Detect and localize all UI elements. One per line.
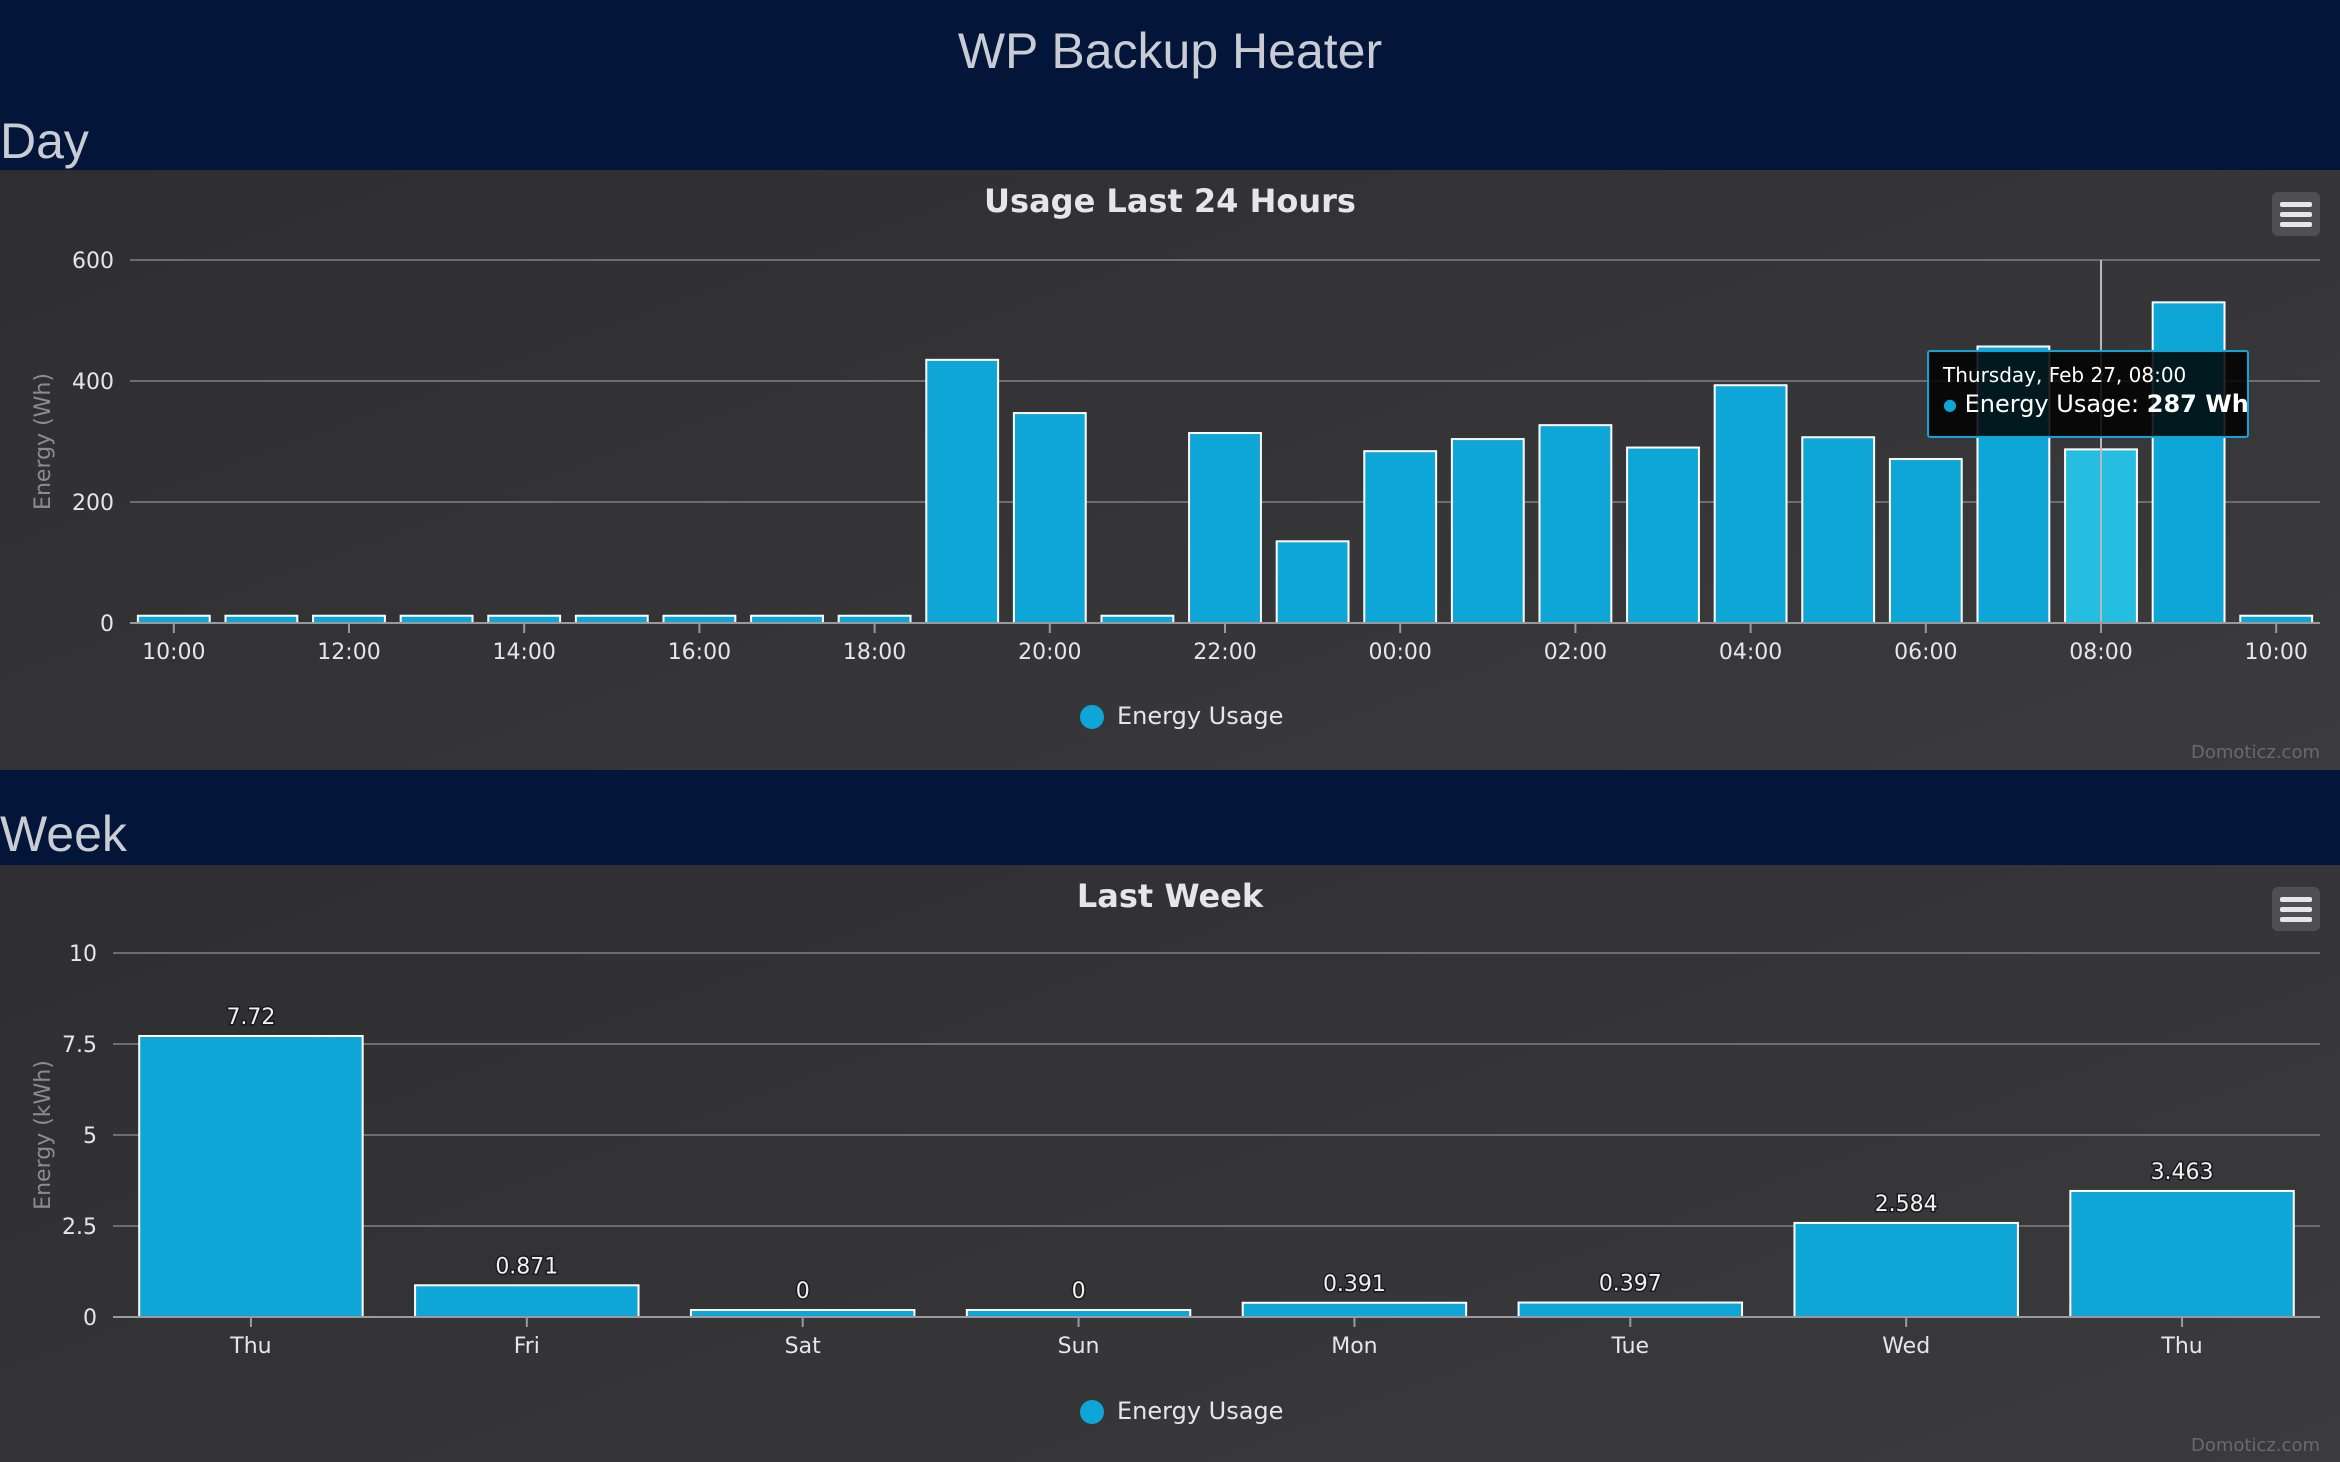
- x-tick-label: Wed: [1882, 1334, 1930, 1359]
- y-tick-label: 200: [72, 491, 114, 516]
- x-tick-label: Mon: [1331, 1334, 1377, 1359]
- legend-dot-icon[interactable]: [1080, 1400, 1104, 1424]
- bar-22:00[interactable]: [1188, 432, 1262, 624]
- bar-18:00[interactable]: [837, 614, 912, 624]
- bar-Thu[interactable]: [2069, 1189, 2295, 1319]
- tooltip-date: Thursday, Feb 27, 08:00: [1943, 363, 2187, 387]
- y-tick-label: 10: [69, 942, 97, 967]
- chart-title: Usage Last 24 Hours: [984, 182, 1356, 220]
- data-label: 2.584: [1875, 1192, 1938, 1217]
- x-tick-label: 20:00: [1018, 640, 1081, 665]
- x-tick-label: 06:00: [1894, 640, 1957, 665]
- bar-01:00[interactable]: [1450, 438, 1525, 624]
- y-tick-label: 400: [72, 370, 114, 395]
- section-label-week: Week: [0, 806, 127, 862]
- tooltip-value: 287 Wh: [2146, 390, 2249, 418]
- y-tick-label: 7.5: [62, 1033, 97, 1058]
- tooltip-series: Energy Usage: [1964, 390, 2132, 418]
- data-label: 0.391: [1323, 1272, 1386, 1297]
- x-tick-label: Fri: [514, 1334, 540, 1359]
- x-tick-label: 00:00: [1368, 640, 1431, 665]
- legend-item-energy-usage[interactable]: Energy Usage: [1117, 1397, 1283, 1425]
- bar-12:00[interactable]: [312, 614, 386, 624]
- x-tick-label: Sun: [1058, 1334, 1100, 1359]
- x-tick-label: 02:00: [1544, 640, 1607, 665]
- x-tick-label: 10:00: [2244, 640, 2307, 665]
- x-tick-label: Thu: [229, 1334, 271, 1359]
- x-tick-label: 04:00: [1719, 640, 1782, 665]
- bar-20:00[interactable]: [1012, 412, 1087, 624]
- credit-link-week[interactable]: Domoticz.com: [2191, 1435, 2320, 1456]
- legend-dot-icon[interactable]: [1080, 705, 1104, 729]
- bar-14:00[interactable]: [487, 614, 562, 624]
- x-tick-label: 12:00: [317, 640, 380, 665]
- bar-11:00[interactable]: [224, 614, 299, 624]
- y-tick-label: 0: [83, 1306, 97, 1331]
- x-tick-label: 22:00: [1193, 640, 1256, 665]
- x-tick-label: 08:00: [2069, 640, 2132, 665]
- day-chart-panel: Usage Last 24 Hours 0 200 400 600 Energy (Wh)…: [0, 170, 2340, 770]
- chart-title: Last Week: [1077, 877, 1264, 915]
- chart-tooltip: Thursday, Feb 27, 08:00 ● Energy Usage: …: [1927, 350, 2249, 438]
- bar-10:00[interactable]: [136, 614, 211, 624]
- credit-link-day[interactable]: Domoticz.com: [2191, 742, 2320, 763]
- bar-03:00[interactable]: [1626, 446, 1700, 624]
- x-tick-label: 14:00: [492, 640, 555, 665]
- bar-19:00[interactable]: [925, 358, 1000, 624]
- y-axis-label: Energy (Wh): [31, 373, 56, 510]
- hamburger-icon: [2280, 201, 2312, 207]
- bar-Tue[interactable]: [1517, 1301, 1744, 1318]
- hamburger-icon: [2280, 896, 2312, 902]
- bar-05:00[interactable]: [1801, 436, 1876, 625]
- bar-Fri[interactable]: [414, 1284, 640, 1318]
- day-usage-chart: Usage Last 24 Hours 0 200 400 600 Energy (Wh)…: [31, 182, 2320, 730]
- y-tick-label: 2.5: [62, 1215, 97, 1240]
- y-tick-label: 600: [72, 249, 114, 274]
- bar-13:00[interactable]: [399, 614, 474, 624]
- y-tick-label: 5: [83, 1124, 97, 1149]
- bar-04:00[interactable]: [1713, 384, 1788, 624]
- y-axis-label: Energy (kWh): [31, 1060, 56, 1210]
- bar-21:00[interactable]: [1100, 614, 1175, 624]
- bar-02:00[interactable]: [1538, 424, 1613, 624]
- data-label: 0.397: [1599, 1272, 1662, 1297]
- y-tick-label: 0: [100, 612, 114, 637]
- bar-16:00[interactable]: [662, 614, 737, 624]
- x-tick-label: 16:00: [668, 640, 731, 665]
- bar-23:00[interactable]: [1275, 540, 1350, 625]
- legend-item-energy-usage[interactable]: Energy Usage: [1117, 702, 1283, 730]
- day-chart-menu-button[interactable]: [2272, 192, 2320, 236]
- x-tick-label: 18:00: [843, 640, 906, 665]
- bar-00:00[interactable]: [1363, 450, 1438, 624]
- data-label: 3.463: [2151, 1160, 2214, 1185]
- bar-10:00[interactable]: [2239, 614, 2314, 624]
- bar-06:00[interactable]: [1888, 458, 1963, 625]
- week-chart-panel: Last Week 0 2.5 5 7.5 10 Energy (kWh) 7.72 0.871…: [0, 865, 2340, 1462]
- data-label: 0: [796, 1279, 810, 1304]
- bar-Sun[interactable]: [965, 1309, 1192, 1318]
- section-label-day: Day: [0, 113, 89, 169]
- data-label: 0.871: [495, 1254, 558, 1279]
- bar-17:00[interactable]: [750, 614, 824, 624]
- week-chart-menu-button[interactable]: [2272, 887, 2320, 931]
- bar-Thu[interactable]: [138, 1034, 364, 1318]
- data-label: 7.72: [226, 1005, 275, 1030]
- page-title: WP Backup Heater: [957, 23, 1383, 79]
- x-tick-label: Sat: [785, 1334, 821, 1359]
- data-label: 0: [1072, 1279, 1086, 1304]
- bar-Wed[interactable]: [1793, 1221, 2019, 1319]
- x-tick-label: Thu: [2160, 1334, 2202, 1359]
- x-tick-label: Tue: [1611, 1334, 1650, 1359]
- x-tick-label: 10:00: [142, 640, 205, 665]
- series-dot-icon: ●: [1943, 395, 1957, 414]
- week-usage-chart: Last Week 0 2.5 5 7.5 10 Energy (kWh) 7.72 0.871…: [31, 877, 2320, 1425]
- bar-Sat[interactable]: [689, 1309, 916, 1318]
- bar-Mon[interactable]: [1241, 1301, 1468, 1319]
- bar-15:00[interactable]: [574, 614, 649, 624]
